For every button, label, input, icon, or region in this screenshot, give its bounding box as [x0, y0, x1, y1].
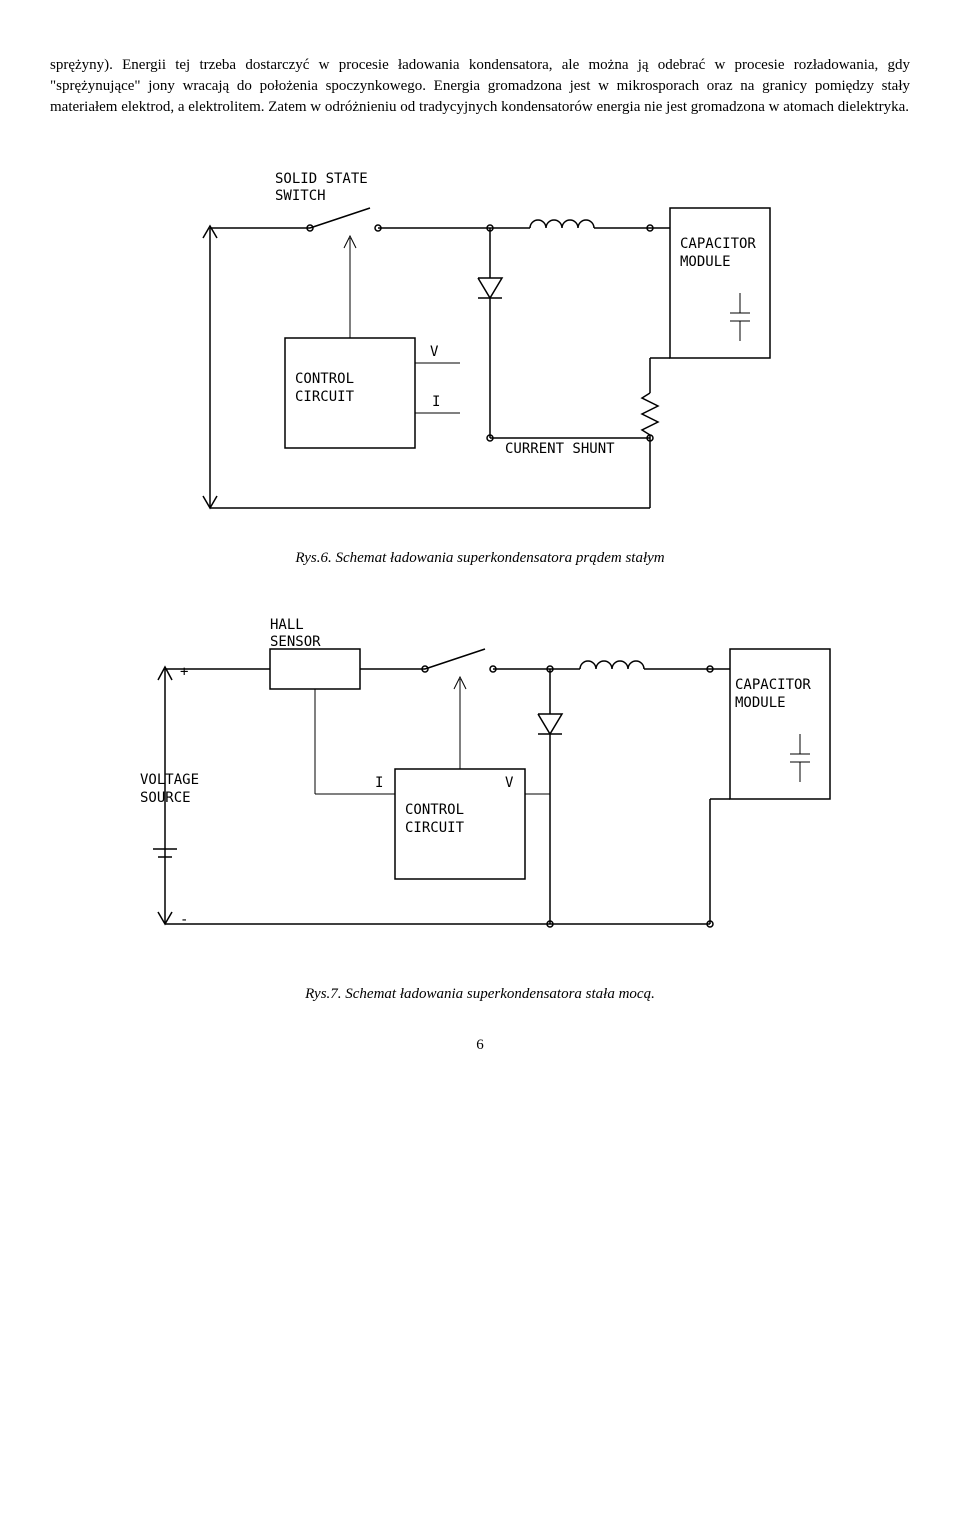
figure-1-schematic: SOLID STATE SWITCH CAPACITOR MODULE CONT…	[170, 138, 790, 528]
label-hall: HALL	[270, 617, 304, 633]
body-paragraph: sprężyny). Energii tej trzeba dostarczyć…	[50, 55, 910, 118]
label-voltage: VOLTAGE	[140, 772, 199, 788]
label-v2: V	[505, 775, 514, 791]
label-plus: +	[180, 664, 188, 680]
label-v1: V	[430, 344, 439, 360]
label-i2: I	[375, 775, 383, 791]
caption-fig6: Rys.6. Schemat ładowania superkondensato…	[50, 548, 910, 569]
label-source: SOURCE	[140, 790, 191, 806]
label-module1: MODULE	[680, 254, 731, 270]
label-capacitor2: CAPACITOR	[735, 677, 811, 693]
caption-fig7: Rys.7. Schemat ładowania superkondensato…	[50, 984, 910, 1005]
label-circuit2: CIRCUIT	[405, 820, 465, 836]
label-circuit1: CIRCUIT	[295, 389, 355, 405]
page-number: 6	[50, 1035, 910, 1056]
label-i1: I	[432, 394, 440, 410]
label-switch: SWITCH	[275, 188, 326, 204]
label-current-shunt: CURRENT SHUNT	[505, 441, 615, 457]
label-capacitor1: CAPACITOR	[680, 236, 756, 252]
figure-2-schematic: + - VOLTAGE SOURCE HALL SENSOR CAPACITOR…	[120, 594, 840, 964]
label-solid-state: SOLID STATE	[275, 171, 368, 187]
label-control2: CONTROL	[405, 802, 464, 818]
label-minus: -	[180, 912, 188, 928]
label-sensor: SENSOR	[270, 634, 321, 650]
label-module2: MODULE	[735, 695, 786, 711]
label-control1: CONTROL	[295, 371, 354, 387]
